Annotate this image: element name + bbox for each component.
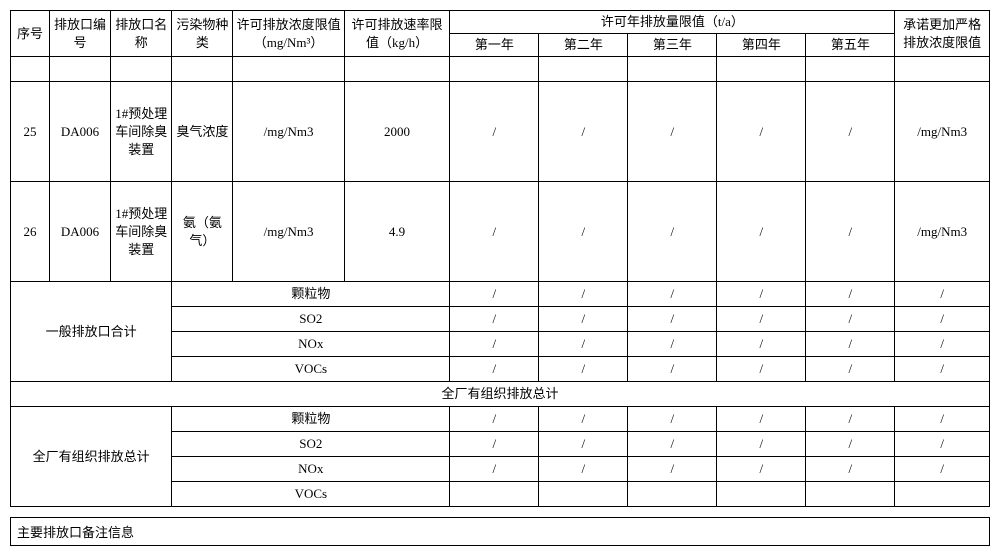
cell-y5: / xyxy=(806,182,895,282)
cell-code: DA006 xyxy=(49,82,110,182)
cell-y4: / xyxy=(717,82,806,182)
cell-rate: 4.9 xyxy=(344,182,450,282)
h-seq: 序号 xyxy=(11,11,50,57)
cell-rate: 2000 xyxy=(344,82,450,182)
cell-y2: / xyxy=(539,82,628,182)
cell-pollutant: 臭气浓度 xyxy=(172,82,233,182)
h-y1: 第一年 xyxy=(450,34,539,57)
h-y4: 第四年 xyxy=(717,34,806,57)
cell-seq: 26 xyxy=(11,182,50,282)
h-rate: 许可排放速率限值（kg/h） xyxy=(344,11,450,57)
subtotal-total-label: 全厂有组织排放总计 xyxy=(11,407,172,507)
total-pollutant: 颗粒物 xyxy=(172,407,450,432)
h-name: 排放口名称 xyxy=(111,11,172,57)
h-y3: 第三年 xyxy=(628,34,717,57)
h-annual: 许可年排放量限值（t/a） xyxy=(450,11,895,34)
cell-pollutant: 氨（氨气） xyxy=(172,182,233,282)
subtotal-pollutant: SO2 xyxy=(172,307,450,332)
total-pollutant: SO2 xyxy=(172,432,450,457)
total-row: 全厂有组织排放总计 颗粒物 / / / / / / xyxy=(11,407,990,432)
subtotal-pollutant: NOx xyxy=(172,332,450,357)
h-pollutant: 污染物种类 xyxy=(172,11,233,57)
cell-commit: /mg/Nm3 xyxy=(895,182,990,282)
cell-name: 1#预处理车间除臭装置 xyxy=(111,82,172,182)
cell-y4: / xyxy=(717,182,806,282)
subtotal-pollutant: 颗粒物 xyxy=(172,282,450,307)
subtotal-row: 一般排放口合计 颗粒物 / / / / / / xyxy=(11,282,990,307)
cell-y1: / xyxy=(450,182,539,282)
cell-seq: 25 xyxy=(11,82,50,182)
spacer-row xyxy=(11,57,990,82)
section-header-row: 全厂有组织排放总计 xyxy=(11,382,990,407)
cell-name: 1#预处理车间除臭装置 xyxy=(111,182,172,282)
cell-commit: /mg/Nm3 xyxy=(895,82,990,182)
h-y5: 第五年 xyxy=(806,34,895,57)
h-y2: 第二年 xyxy=(539,34,628,57)
cell-conc: /mg/Nm3 xyxy=(233,82,344,182)
table-row: 26 DA006 1#预处理车间除臭装置 氨（氨气） /mg/Nm3 4.9 /… xyxy=(11,182,990,282)
cell-y3: / xyxy=(628,82,717,182)
footer-note-text: 主要排放口备注信息 xyxy=(17,525,134,540)
h-conc: 许可排放浓度限值（mg/Nm³） xyxy=(233,11,344,57)
cell-y3: / xyxy=(628,182,717,282)
subtotal-pollutant: VOCs xyxy=(172,357,450,382)
cell-y5: / xyxy=(806,82,895,182)
section-total-header: 全厂有组织排放总计 xyxy=(11,382,990,407)
header-row-1: 序号 排放口编号 排放口名称 污染物种类 许可排放浓度限值（mg/Nm³） 许可… xyxy=(11,11,990,34)
h-code: 排放口编号 xyxy=(49,11,110,57)
subtotal-general-label: 一般排放口合计 xyxy=(11,282,172,382)
cell-y2: / xyxy=(539,182,628,282)
table-row: 25 DA006 1#预处理车间除臭装置 臭气浓度 /mg/Nm3 2000 /… xyxy=(11,82,990,182)
total-pollutant: VOCs xyxy=(172,482,450,507)
h-commit: 承诺更加严格排放浓度限值 xyxy=(895,11,990,57)
emission-table: 序号 排放口编号 排放口名称 污染物种类 许可排放浓度限值（mg/Nm³） 许可… xyxy=(10,10,990,507)
footer-note-box: 主要排放口备注信息 xyxy=(10,517,990,546)
total-pollutant: NOx xyxy=(172,457,450,482)
cell-code: DA006 xyxy=(49,182,110,282)
cell-conc: /mg/Nm3 xyxy=(233,182,344,282)
cell-y1: / xyxy=(450,82,539,182)
